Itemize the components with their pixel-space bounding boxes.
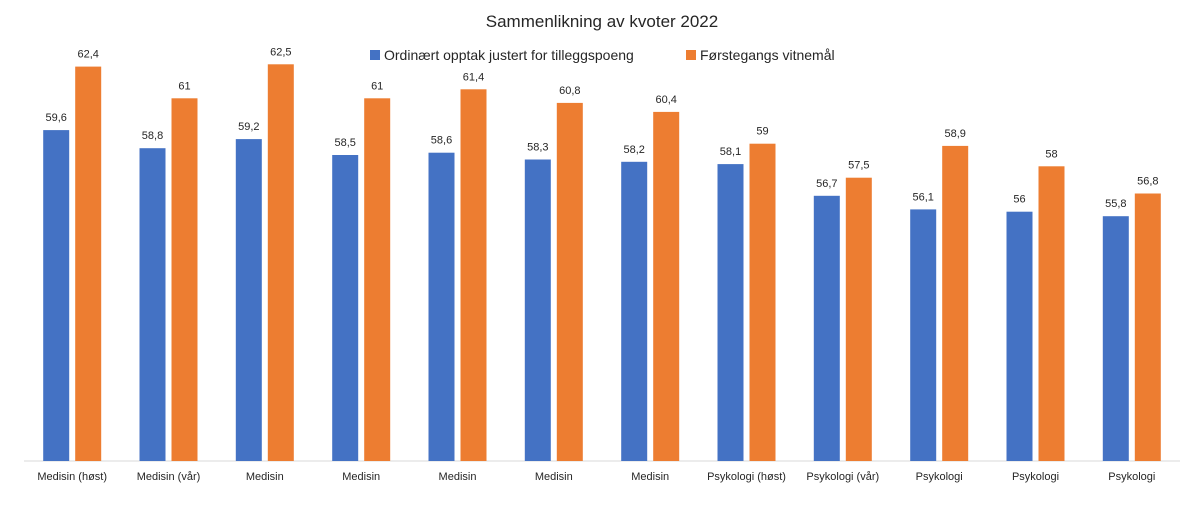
data-label-series-1-cat-3: 61 [371, 80, 383, 92]
bar-series-0-cat-11[interactable] [1102, 216, 1129, 461]
bar-series-1-cat-10[interactable] [1038, 166, 1065, 462]
data-label-series-0-cat-0: 59,6 [45, 112, 66, 124]
x-tick-labels-layer: Medisin (høst) Medisin (vår) Medisin Medisi… [37, 471, 1155, 483]
x-tick-label-9: Psykologi [916, 471, 963, 483]
data-label-series-1-cat-5: 60,8 [559, 85, 580, 97]
chart-title: Sammenlikning av kvoter 2022 [486, 12, 718, 31]
bar-series-1-cat-5[interactable] [556, 102, 583, 462]
x-tick-label-3: Medisin [342, 471, 380, 483]
bar-series-0-cat-6[interactable] [621, 161, 648, 462]
data-label-series-0-cat-1: 58,8 [142, 130, 163, 142]
legend: Ordinært opptak justert for tilleggspoen… [370, 47, 835, 63]
data-label-series-0-cat-5: 58,3 [527, 142, 548, 154]
data-label-series-1-cat-8: 57,5 [848, 160, 869, 172]
data-label-series-0-cat-2: 59,2 [238, 121, 259, 133]
bar-series-1-cat-4[interactable] [460, 89, 487, 462]
data-label-series-1-cat-11: 56,8 [1137, 176, 1158, 188]
bar-series-0-cat-9[interactable] [910, 209, 937, 461]
bar-series-0-cat-4[interactable] [428, 152, 455, 461]
data-label-series-0-cat-8: 56,7 [816, 178, 837, 190]
legend-item-ordinaert[interactable]: Ordinært opptak justert for tilleggspoen… [370, 47, 634, 63]
data-label-series-1-cat-4: 61,4 [463, 71, 484, 83]
bar-series-0-cat-0[interactable] [43, 130, 70, 461]
data-labels-layer: 59,6 62,4 58,8 61 59,2 62,5 58,5 61 58,6 61,4 58,3… [45, 46, 1158, 210]
bar-series-0-cat-10[interactable] [1006, 211, 1033, 461]
bar-series-1-cat-6[interactable] [653, 111, 680, 462]
data-label-series-0-cat-7: 58,1 [720, 146, 741, 158]
data-label-series-1-cat-10: 58 [1045, 148, 1057, 160]
x-tick-label-5: Medisin [535, 471, 573, 483]
x-tick-label-1: Medisin (vår) [137, 471, 201, 483]
legend-swatch-forstegangs [686, 50, 696, 60]
x-tick-label-2: Medisin [246, 471, 284, 483]
data-label-series-0-cat-3: 58,5 [334, 137, 355, 149]
bar-series-0-cat-3[interactable] [332, 155, 359, 461]
data-label-series-0-cat-9: 56,1 [912, 191, 933, 203]
bar-series-0-cat-8[interactable] [813, 195, 840, 462]
legend-swatch-ordinaert [370, 50, 380, 60]
bar-series-1-cat-1[interactable] [171, 98, 198, 462]
bar-series-1-cat-7[interactable] [749, 143, 776, 461]
bar-series-1-cat-0[interactable] [75, 66, 102, 461]
data-label-series-0-cat-11: 55,8 [1105, 198, 1126, 210]
bar-series-0-cat-5[interactable] [524, 159, 551, 462]
bar-series-0-cat-1[interactable] [139, 148, 166, 461]
bar-series-1-cat-9[interactable] [942, 145, 969, 461]
x-tick-label-4: Medisin [439, 471, 477, 483]
legend-item-forstegangs[interactable]: Førstegangs vitnemål [686, 47, 835, 63]
data-label-series-1-cat-7: 59 [756, 126, 768, 138]
data-label-series-1-cat-9: 58,9 [944, 128, 965, 140]
x-tick-label-7: Psykologi (høst) [707, 471, 786, 483]
bars-layer [43, 64, 1161, 462]
data-label-series-1-cat-6: 60,4 [655, 94, 676, 106]
x-tick-label-8: Psykologi (vår) [806, 471, 879, 483]
legend-label-ordinaert: Ordinært opptak justert for tilleggspoen… [384, 47, 634, 63]
data-label-series-1-cat-2: 62,5 [270, 46, 291, 58]
data-label-series-0-cat-4: 58,6 [431, 135, 452, 147]
data-label-series-1-cat-1: 61 [178, 80, 190, 92]
data-label-series-1-cat-0: 62,4 [77, 49, 98, 61]
legend-label-forstegangs: Førstegangs vitnemål [700, 47, 835, 63]
data-label-series-0-cat-6: 58,2 [623, 144, 644, 156]
x-tick-label-11: Psykologi [1108, 471, 1155, 483]
x-tick-label-10: Psykologi [1012, 471, 1059, 483]
bar-series-0-cat-7[interactable] [717, 164, 744, 461]
bar-series-1-cat-2[interactable] [267, 64, 294, 462]
bar-series-0-cat-2[interactable] [235, 139, 262, 461]
x-tick-label-6: Medisin [631, 471, 669, 483]
data-label-series-0-cat-10: 56 [1013, 194, 1025, 206]
bar-series-1-cat-8[interactable] [845, 177, 872, 461]
bar-series-1-cat-3[interactable] [364, 98, 391, 462]
bar-series-1-cat-11[interactable] [1134, 193, 1161, 462]
x-tick-label-0: Medisin (høst) [37, 471, 107, 483]
